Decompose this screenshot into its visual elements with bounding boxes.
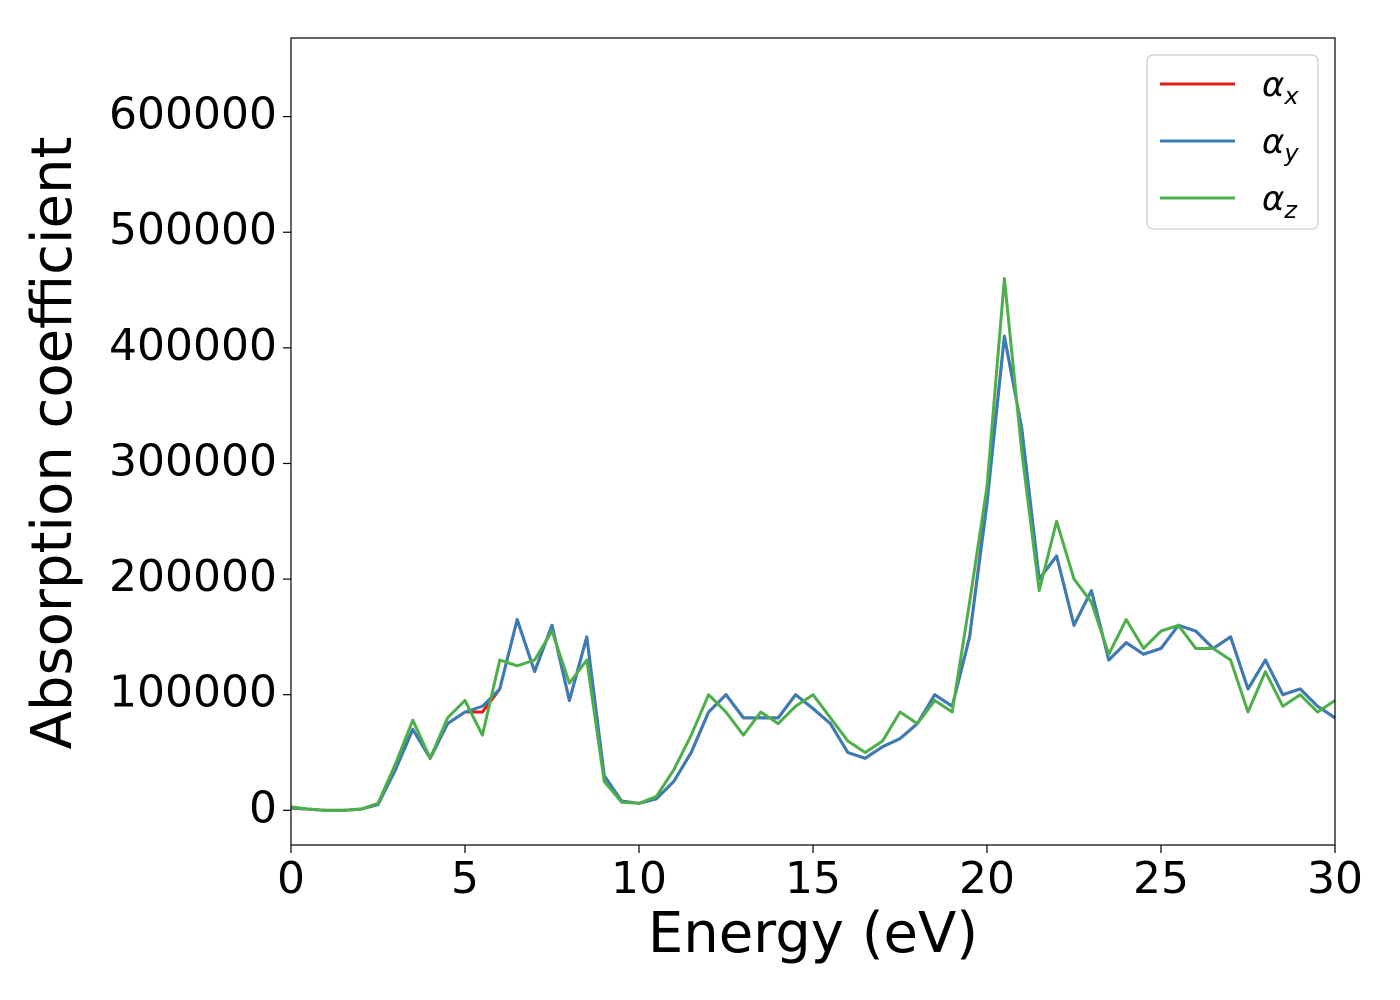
data-line — [291, 276, 1335, 812]
y-tick-label: 0 — [249, 782, 277, 833]
y-tick-label: 400000 — [109, 320, 277, 371]
x-tick-label: 30 — [1307, 853, 1363, 904]
legend-label: αy — [1262, 122, 1299, 167]
y-tick-label: 100000 — [109, 667, 277, 718]
y-tick-label: 500000 — [109, 204, 277, 255]
y-tick-label: 200000 — [109, 551, 277, 602]
plot-lines — [291, 276, 1335, 812]
x-axis-label: Energy (eV) — [648, 901, 978, 966]
x-tick-label: 0 — [277, 853, 305, 904]
x-tick-label: 10 — [611, 853, 667, 904]
legend-label: αx — [1262, 65, 1299, 110]
y-tick-label: 600000 — [109, 89, 277, 140]
x-tick-label: 20 — [959, 853, 1015, 904]
data-line — [291, 334, 1335, 812]
data-line — [291, 334, 1335, 812]
x-tick-label: 25 — [1133, 853, 1189, 904]
x-tick-label: 15 — [785, 853, 841, 904]
y-axis-label: Absorption coefficient — [20, 137, 85, 750]
x-tick-label: 5 — [451, 853, 479, 904]
y-tick-label: 300000 — [109, 435, 277, 486]
legend-label: αz — [1262, 179, 1298, 224]
